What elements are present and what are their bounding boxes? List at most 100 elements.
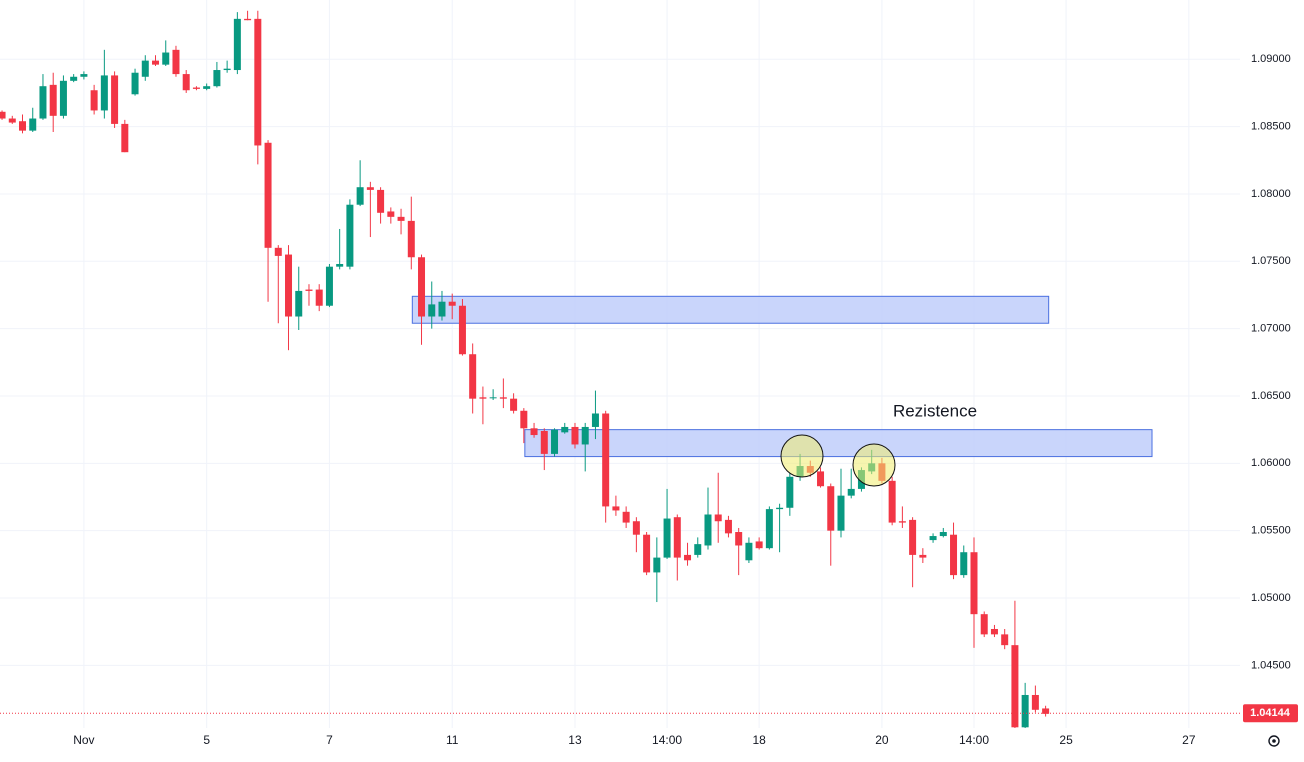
candle-body [694,544,702,555]
candle-body [377,189,385,213]
candle-body [929,536,937,541]
candle-body [571,426,579,445]
candle-body [898,521,906,523]
candle-body [233,18,241,71]
candle-body [939,532,947,537]
candle-body [152,60,160,65]
candle-body [622,511,630,523]
candle-body [100,75,108,111]
x-tick-label: 27 [1182,733,1196,747]
candle-body [182,74,190,91]
x-tick-label: 7 [326,733,333,747]
candle-body [70,76,78,81]
x-tick-label: 5 [203,733,210,747]
candle-body [285,254,293,317]
candle-body [909,519,917,555]
candle-body [121,123,129,153]
candle-body [90,90,98,111]
candle-body [540,430,548,454]
candle-body [162,52,170,65]
candle-body [254,18,262,146]
candle-body [960,552,968,576]
candle-body [111,75,119,124]
x-tick-label: 20 [875,733,889,747]
candle-body [847,488,855,496]
candle-body [1021,694,1029,728]
candle-body [765,509,773,549]
candle-body [612,506,620,511]
candle-body [591,413,599,427]
candle-body [29,118,37,131]
y-tick-label: 1.06500 [1251,390,1291,402]
candle-body [213,70,221,87]
zone [524,429,1153,458]
candle-body [888,480,896,523]
candle-body [1001,634,1009,646]
settings-icon[interactable] [1268,735,1280,747]
candle-body [990,628,998,635]
candle-body [448,301,456,306]
candle-body [244,18,252,21]
candle-body [776,507,784,510]
candle-body [1042,708,1050,714]
last-price-box [1243,704,1298,723]
candle-body [346,204,354,267]
candle-body [837,495,845,531]
candle-body [704,514,712,546]
candle-body [336,263,344,267]
candle-body [673,517,681,558]
candle-body [479,397,487,399]
candle-body [970,552,978,615]
candle-body [827,486,835,531]
candle-body [530,428,538,436]
candle-body [274,247,282,256]
highlight-circle [852,443,896,487]
candle-body [510,398,518,411]
candle-body [458,305,466,355]
candle-body [192,87,200,89]
candle-body [724,519,732,534]
x-tick-label: 18 [752,733,766,747]
last-price-label: 1.04144 [1250,707,1291,719]
candle-body [1031,694,1039,710]
y-tick-label: 1.08500 [1251,121,1291,133]
candle-body [520,410,528,429]
candles [0,10,1050,728]
y-tick-label: 1.07000 [1251,323,1291,335]
candle-body [172,49,180,75]
candle-body [315,289,323,306]
annotation: Rezistence [893,401,977,420]
y-tick-label: 1.04500 [1251,659,1291,671]
x-tick-label: 13 [568,733,582,747]
x-tick-label: 14:00 [652,733,682,747]
candle-body [295,290,303,317]
candle-body [469,354,477,399]
candle-body [438,301,446,317]
candle-body [264,142,272,248]
candle-body [8,118,16,123]
candle-body [1011,645,1019,728]
x-tick-label: 25 [1059,733,1073,747]
candle-body [428,304,436,317]
candle-body [80,74,88,77]
candle-body [980,614,988,635]
candle-body [19,121,27,131]
y-tick-label: 1.05000 [1251,592,1291,604]
candle-body [551,429,559,454]
candle-body [223,68,231,71]
x-tick-label: Nov [73,733,94,747]
candle-body [397,216,405,221]
candle-body [489,397,497,399]
x-tick-label: 14:00 [959,733,989,747]
candle-body [418,257,426,317]
candle-body [643,534,651,573]
candle-body [366,187,374,190]
candle-body [745,542,753,561]
candle-body [684,554,692,561]
candle-body [141,60,149,77]
highlight-circle [780,434,824,478]
zones [411,295,1153,458]
candle-body [203,86,211,89]
candle-body [735,532,743,546]
candle-body [49,84,57,116]
